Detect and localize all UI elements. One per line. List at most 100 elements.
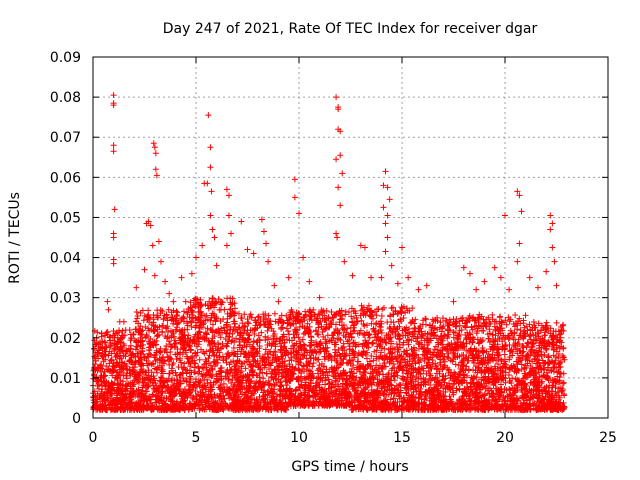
data-point — [111, 364, 118, 371]
data-point — [134, 369, 141, 376]
data-point — [110, 346, 117, 353]
data-point — [117, 377, 124, 384]
data-point — [135, 402, 142, 409]
data-point — [131, 359, 138, 366]
dense-data-band — [90, 295, 568, 413]
data-point — [145, 367, 152, 374]
data-point — [141, 312, 148, 319]
data-point — [150, 382, 157, 389]
data-point — [113, 359, 120, 366]
data-point — [215, 346, 222, 353]
data-point — [92, 349, 99, 356]
data-point — [150, 373, 157, 380]
data-point — [168, 365, 175, 372]
data-point — [138, 356, 145, 363]
data-point — [108, 368, 115, 375]
data-point — [250, 372, 257, 379]
data-point — [171, 377, 178, 384]
data-point — [133, 387, 140, 394]
data-point — [121, 361, 128, 368]
data-point — [145, 325, 152, 332]
data-point — [127, 379, 134, 386]
data-point — [375, 306, 382, 313]
data-point — [163, 343, 170, 350]
data-point — [142, 393, 149, 400]
data-point — [157, 382, 164, 389]
data-point — [231, 305, 238, 312]
data-point — [131, 377, 138, 384]
data-point — [153, 366, 160, 373]
data-point — [315, 356, 322, 363]
data-point — [216, 306, 223, 313]
data-point — [170, 403, 177, 410]
data-point — [110, 398, 117, 405]
data-point — [145, 314, 152, 321]
data-point — [168, 316, 175, 323]
data-point — [203, 371, 210, 378]
data-point — [120, 340, 127, 347]
data-point — [218, 345, 225, 352]
data-point — [106, 337, 113, 344]
data-point — [130, 331, 137, 338]
data-point — [115, 373, 122, 380]
data-point — [340, 344, 347, 350]
data-point — [112, 367, 119, 374]
data-point — [145, 372, 152, 379]
data-point — [142, 369, 149, 376]
data-point — [117, 406, 124, 413]
data-point — [94, 390, 101, 397]
data-point — [123, 346, 130, 353]
data-point — [114, 353, 121, 360]
data-point — [162, 406, 169, 413]
data-point — [206, 352, 213, 359]
data-point — [378, 313, 385, 320]
data-point — [135, 326, 142, 333]
data-point — [314, 367, 321, 374]
data-point — [97, 344, 104, 351]
data-point — [149, 339, 156, 346]
data-point — [105, 352, 112, 359]
data-point — [183, 378, 190, 385]
data-point — [160, 315, 167, 322]
data-point — [139, 387, 146, 394]
data-point — [162, 332, 169, 339]
data-point — [158, 380, 165, 387]
data-point — [137, 363, 144, 370]
data-point — [183, 338, 190, 345]
data-point — [133, 308, 140, 315]
data-point — [166, 361, 173, 368]
data-point — [132, 358, 139, 365]
data-point — [150, 361, 157, 368]
data-point — [179, 398, 186, 405]
data-point — [157, 310, 164, 317]
data-point — [119, 387, 126, 394]
data-point — [132, 392, 139, 399]
data-point — [228, 301, 235, 308]
data-point — [170, 383, 177, 390]
data-point — [157, 345, 164, 352]
data-point — [148, 326, 155, 333]
data-point — [164, 378, 171, 385]
data-point — [138, 397, 145, 404]
data-point — [173, 313, 180, 320]
data-point — [176, 380, 183, 387]
data-point — [180, 364, 187, 371]
data-point — [153, 396, 160, 403]
data-point — [151, 352, 158, 359]
data-point — [204, 316, 211, 323]
data-point — [134, 406, 141, 413]
data-point — [135, 376, 142, 383]
data-point — [139, 368, 146, 375]
data-point — [140, 317, 147, 324]
data-point — [144, 384, 151, 391]
data-point — [102, 402, 109, 409]
data-point — [154, 385, 161, 392]
data-point — [411, 325, 418, 332]
data-point — [171, 343, 178, 350]
data-point — [112, 374, 119, 381]
data-point — [146, 376, 153, 383]
data-point — [152, 357, 159, 364]
data-point — [119, 390, 126, 397]
data-point — [177, 328, 184, 335]
